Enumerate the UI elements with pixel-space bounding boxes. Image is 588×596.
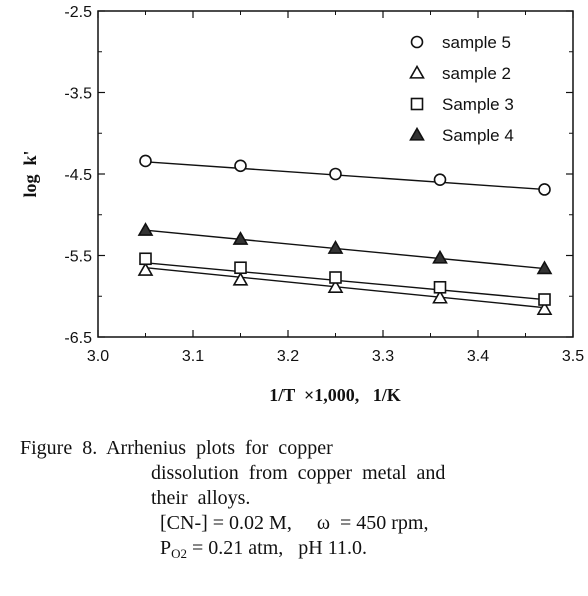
x-tick-label: 3.5 bbox=[562, 348, 584, 365]
sample-2-point bbox=[327, 279, 344, 293]
sample-5-point bbox=[234, 159, 247, 173]
x-axis-label: 1/T ×1,000, 1/K bbox=[269, 385, 400, 405]
sample-4-point bbox=[432, 249, 448, 264]
sample-2-fit-line bbox=[145, 267, 545, 309]
sample-3-point bbox=[433, 280, 447, 294]
x-tick-label: 3.2 bbox=[277, 348, 299, 365]
legend-label-sample-3: Sample 3 bbox=[442, 95, 514, 114]
caption-line-1: Figure 8. Arrhenius plots for copper bbox=[20, 437, 333, 459]
x-tick-label: 3.1 bbox=[182, 348, 204, 365]
arrhenius-chart: 3.0 3.1 3.2 3.3 3.4 3.5 -2.5 -3.5 -4.5 -5.5 -6.5 s… bbox=[20, 4, 584, 405]
caption-conditions-rest: = 0.21 atm, pH 11.0. bbox=[187, 537, 367, 559]
sample-4-point bbox=[536, 260, 553, 275]
sample-3-point bbox=[329, 271, 342, 284]
legend-marker-sample-2 bbox=[409, 64, 425, 79]
y-tick-label: -2.5 bbox=[64, 4, 92, 21]
caption-o2-subscript: O2 bbox=[171, 546, 188, 561]
legend-label-sample-2: sample 2 bbox=[442, 64, 511, 83]
sample-4-point bbox=[232, 231, 249, 245]
legend-label-sample-4: Sample 4 bbox=[442, 126, 514, 145]
sample-5-point bbox=[433, 173, 447, 187]
sample-4-fit-line bbox=[145, 229, 545, 270]
sample-5-point bbox=[329, 167, 342, 181]
sample-2-point bbox=[232, 271, 249, 286]
sample-5-fit-line bbox=[145, 161, 545, 191]
caption-conditions-1: [CN-] = 0.02 M, ω = 450 rpm, bbox=[160, 512, 429, 534]
y-tick-label: -5.5 bbox=[64, 249, 92, 266]
sample-2-point bbox=[137, 262, 154, 276]
y-tick-label: -3.5 bbox=[64, 86, 92, 103]
sample-3-fit-line bbox=[145, 262, 545, 301]
x-tick-label: 3.4 bbox=[467, 348, 489, 365]
y-axis-label: log k' bbox=[20, 150, 40, 197]
caption-conditions-2: PO2 = 0.21 atm, pH 11.0. bbox=[20, 536, 580, 566]
sample-3-point bbox=[234, 261, 247, 275]
caption-line-3: their alloys. bbox=[151, 487, 251, 509]
figure-caption: Figure 8. Arrhenius plots for copper dis… bbox=[20, 436, 580, 566]
sample-2-point bbox=[432, 289, 448, 304]
y-tick-label: -4.5 bbox=[64, 167, 92, 184]
legend-marker-sample-4 bbox=[409, 126, 425, 141]
sample-5-point bbox=[139, 154, 152, 168]
legend-label-sample-5: sample 5 bbox=[442, 33, 511, 52]
legend-marker-sample-5 bbox=[410, 35, 424, 49]
caption-p-symbol: P bbox=[160, 537, 172, 559]
x-tick-label: 3.0 bbox=[87, 348, 109, 365]
y-tick-label: -6.5 bbox=[64, 330, 92, 347]
caption-line-2: dissolution from copper metal and bbox=[151, 462, 446, 484]
sample-5-point bbox=[538, 183, 551, 196]
sample-3-point bbox=[538, 293, 551, 306]
legend-marker-sample-3 bbox=[410, 97, 424, 111]
sample-2-point bbox=[536, 301, 553, 315]
x-tick-label: 3.3 bbox=[372, 348, 394, 365]
sample-4-point bbox=[327, 240, 344, 254]
sample-4-point bbox=[137, 222, 154, 236]
sample-3-point bbox=[139, 252, 152, 266]
